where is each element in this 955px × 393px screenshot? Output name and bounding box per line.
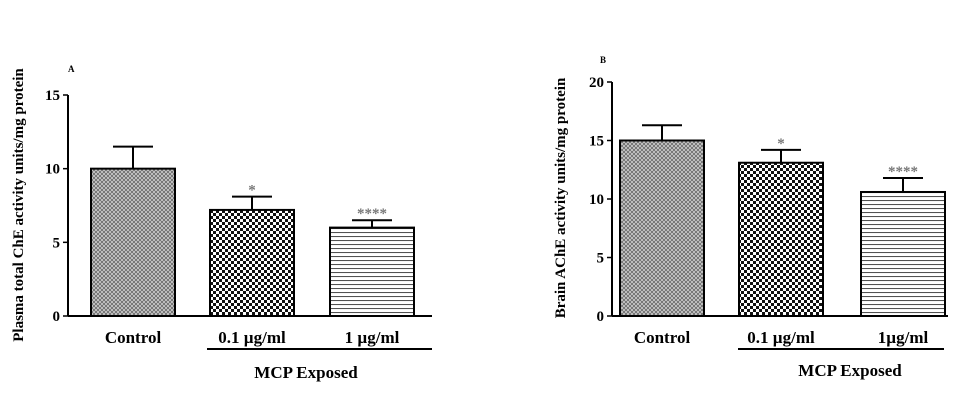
chart-panel-b: B Brain AChE activity units/mg protein M… [553,55,948,380]
bar [619,139,705,317]
y-tick-label: 10 [45,162,60,178]
y-tick-label: 15 [45,88,60,104]
significance-marker: * [248,183,256,199]
bar [329,226,415,318]
bar [90,167,176,317]
bar [738,161,824,317]
category-label: 0.1 µg/ml [218,328,286,347]
category-label: Control [105,328,162,347]
bar [860,190,946,317]
significance-marker: **** [888,164,918,180]
y-tick-label: 5 [53,235,61,251]
y-tick-label: 10 [589,192,604,208]
y-tick-label: 0 [53,309,61,325]
panel-label: A [68,64,75,74]
y-tick-label: 20 [589,75,604,91]
category-label: 1µg/ml [878,328,929,347]
category-label: Control [634,328,691,347]
significance-marker: **** [357,206,387,222]
category-label: 1 µg/ml [345,328,400,347]
y-tick-label: 15 [589,134,604,150]
panel-label: B [600,55,606,65]
y-tick-label: 5 [597,251,605,267]
significance-marker: * [777,136,785,152]
bar [209,208,295,317]
y-axis-label: Brain AChE activity units/mg protein [553,77,569,318]
y-tick-label: 0 [597,309,605,325]
y-axis-label: Plasma total ChE activity units/mg prote… [11,68,27,342]
group-label: MCP Exposed [254,363,358,382]
chart-panel-a: A Plasma total ChE activity units/mg pro… [11,64,432,382]
group-label: MCP Exposed [798,361,902,380]
category-label: 0.1 µg/ml [747,328,815,347]
